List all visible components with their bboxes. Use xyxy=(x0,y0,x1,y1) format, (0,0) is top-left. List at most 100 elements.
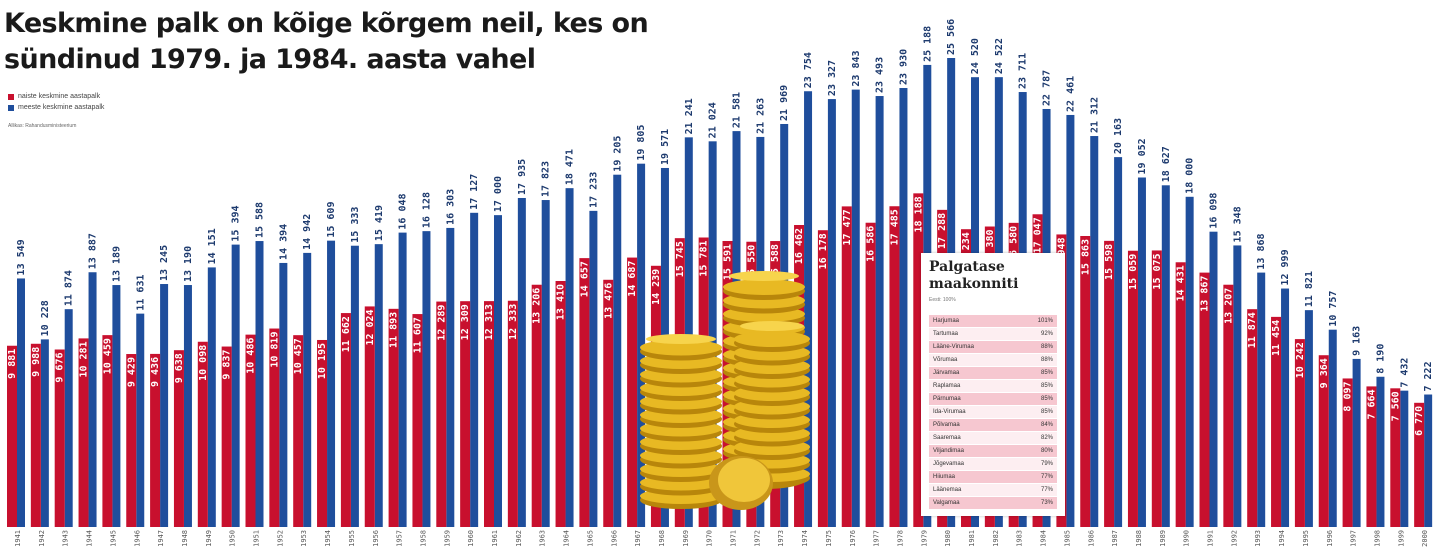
legend-label-male: meeste keskmine aastapalk xyxy=(18,104,105,111)
bar-male xyxy=(255,241,264,527)
year-tick-label: 1963 xyxy=(539,530,547,547)
bar-female xyxy=(30,343,41,527)
label-male: 13 245 xyxy=(159,245,170,281)
label-female: 15 863 xyxy=(1080,239,1091,275)
bar-female xyxy=(7,345,17,527)
label-female: 9 988 xyxy=(31,347,42,377)
label-male: 14 942 xyxy=(302,214,313,250)
label-female: 11 454 xyxy=(1271,320,1282,356)
bar-male xyxy=(804,91,813,528)
bar-female xyxy=(1247,309,1258,527)
label-female: 18 188 xyxy=(913,196,924,232)
source-note: Allikas: Rahandusministeerium xyxy=(8,123,77,129)
label-female: 9 436 xyxy=(150,357,161,387)
bar-male xyxy=(183,285,192,527)
label-male: 15 394 xyxy=(231,205,242,241)
year-tick-label: 1943 xyxy=(62,530,70,547)
year-tick-label: 1996 xyxy=(1326,530,1334,547)
county-value: 79% xyxy=(1040,461,1053,467)
county-row: Harjumaa 101% xyxy=(929,315,1057,328)
bar-female xyxy=(1104,240,1115,527)
legend-swatch-female xyxy=(8,93,14,100)
label-male: 7 432 xyxy=(1399,358,1410,388)
bar-male xyxy=(40,339,49,527)
year-tick-label: 1997 xyxy=(1350,530,1358,547)
county-row: Lääne-Virumaa 88% xyxy=(929,341,1057,354)
label-male: 9 163 xyxy=(1352,326,1363,356)
bar-female xyxy=(1342,378,1353,527)
county-name: Võrumaa xyxy=(933,357,958,363)
county-name: Pärnumaa xyxy=(933,396,961,402)
bar-male xyxy=(136,313,145,527)
bar-male xyxy=(1114,157,1123,528)
coin xyxy=(640,339,722,356)
bar-female xyxy=(460,301,471,527)
label-female: 15 598 xyxy=(1104,244,1115,280)
label-male: 11 631 xyxy=(135,275,146,311)
bar-male xyxy=(350,245,359,527)
year-tick-label: 1967 xyxy=(634,530,642,547)
year-tick-label: 1970 xyxy=(706,530,714,547)
label-male: 18 471 xyxy=(565,149,576,185)
label-male: 19 571 xyxy=(660,129,671,165)
county-value: 101% xyxy=(1037,318,1053,324)
bar-male xyxy=(160,284,169,527)
bar-female xyxy=(1080,235,1091,527)
county-row: Järvamaa 85% xyxy=(929,367,1057,380)
label-male: 18 627 xyxy=(1161,146,1172,182)
year-tick-label: 1984 xyxy=(1040,530,1048,547)
bar-female xyxy=(579,258,590,527)
label-male: 21 263 xyxy=(755,98,766,134)
bar-male xyxy=(398,232,407,528)
year-tick-label: 1980 xyxy=(944,530,952,547)
county-name: Hiiumaa xyxy=(933,474,956,480)
bar-female xyxy=(1390,388,1401,527)
bar-female xyxy=(1127,250,1138,528)
year-tick-label: 1941 xyxy=(14,530,22,547)
county-name: Läänemaa xyxy=(933,487,962,493)
bar-male xyxy=(374,244,383,527)
bar-male xyxy=(17,278,25,527)
bar-male xyxy=(446,227,455,527)
label-male: 10 757 xyxy=(1328,291,1339,327)
bar-male xyxy=(1137,177,1146,527)
label-female: 11 662 xyxy=(341,316,352,352)
year-tick-label: 1954 xyxy=(324,530,332,547)
label-male: 14 394 xyxy=(278,224,289,260)
bar-female xyxy=(317,339,328,527)
year-tick-label: 1991 xyxy=(1207,530,1215,547)
county-name: Ida-Virumaa xyxy=(933,409,966,415)
label-male: 15 419 xyxy=(374,205,385,241)
label-male: 7 222 xyxy=(1423,361,1434,391)
county-value: 73% xyxy=(1040,500,1053,506)
label-male: 20 163 xyxy=(1113,118,1124,154)
bar-male xyxy=(279,262,288,527)
bar-female xyxy=(841,206,852,528)
bar-male xyxy=(1209,231,1218,528)
year-tick-label: 1953 xyxy=(300,530,308,547)
label-male: 16 128 xyxy=(421,192,432,228)
bar-male xyxy=(541,200,550,527)
year-tick-label: 1955 xyxy=(348,530,356,547)
year-tick-label: 1968 xyxy=(658,530,666,547)
bar-female xyxy=(173,350,184,527)
year-tick-label: 1972 xyxy=(753,530,761,547)
year-tick-label: 1946 xyxy=(133,530,141,547)
bar-female xyxy=(1175,262,1186,527)
county-value: 88% xyxy=(1040,344,1053,350)
bar-female xyxy=(245,334,256,527)
bar-female xyxy=(269,328,280,527)
year-tick-label: 1992 xyxy=(1230,530,1238,547)
bar-male xyxy=(899,88,908,527)
label-male: 23 930 xyxy=(898,49,909,85)
bar-male xyxy=(1281,288,1290,527)
label-male: 12 999 xyxy=(1280,249,1291,285)
label-male: 25 188 xyxy=(922,26,933,62)
bar-female xyxy=(889,206,900,527)
county-value: 88% xyxy=(1040,357,1053,363)
bar-male xyxy=(1304,310,1313,527)
bar-female xyxy=(865,222,876,527)
legend-label-female: naiste keskmine aastapalk xyxy=(18,93,101,100)
bar-male xyxy=(1424,394,1433,527)
